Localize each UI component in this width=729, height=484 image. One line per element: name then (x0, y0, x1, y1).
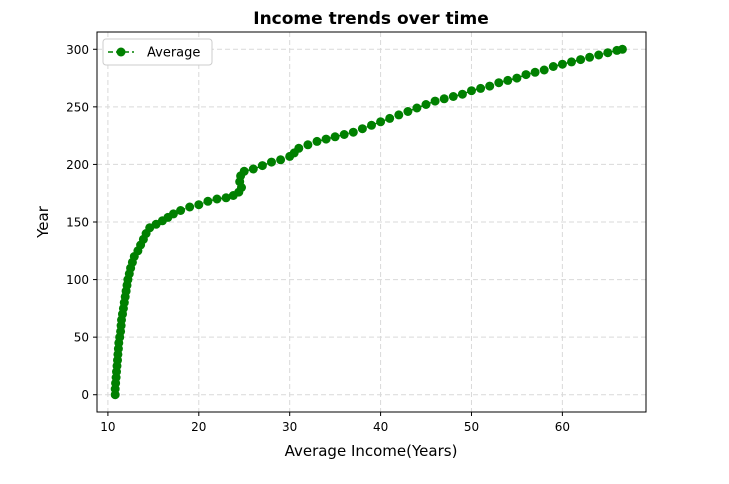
data-point (503, 75, 513, 85)
data-point (512, 73, 522, 83)
data-point (221, 193, 231, 203)
data-point (457, 89, 467, 99)
data-point (168, 209, 178, 219)
data-point (212, 194, 222, 204)
data-point (594, 50, 604, 60)
data-point (203, 196, 213, 206)
y-tick-label: 250 (66, 100, 89, 114)
data-point (494, 78, 504, 88)
data-point (530, 67, 540, 77)
data-point (412, 103, 422, 113)
x-tick-label: 50 (464, 420, 479, 434)
data-point (521, 70, 531, 80)
data-point (348, 127, 358, 137)
data-point (248, 164, 258, 174)
data-point (448, 92, 458, 101)
data-point (385, 113, 395, 123)
data-point (394, 110, 404, 120)
data-point (467, 86, 476, 96)
grid (97, 32, 646, 412)
data-point (303, 140, 313, 150)
legend-box (102, 38, 213, 66)
data-point (585, 52, 595, 62)
x-axis-label: Average Income(Years) (285, 442, 458, 460)
data-point (567, 57, 576, 67)
y-axis-label: Year (34, 205, 52, 239)
y-tick-label: 0 (81, 388, 89, 402)
data-point (439, 94, 449, 104)
legend: Average (102, 38, 213, 66)
x-tick-label: 20 (191, 420, 206, 434)
data-point (376, 117, 386, 127)
series-layer (110, 44, 627, 400)
data-point (403, 107, 413, 116)
data-point (548, 62, 558, 71)
data-point (330, 132, 340, 142)
data-point (421, 100, 431, 109)
y-tick-label: 200 (66, 158, 89, 172)
x-axis: 10 20 30 40 50 60 (100, 412, 570, 434)
data-point (357, 124, 367, 134)
data-point (476, 83, 486, 93)
data-point (485, 81, 495, 91)
x-tick-label: 60 (555, 420, 570, 434)
legend-marker (116, 47, 126, 57)
data-point (557, 59, 567, 69)
data-point (339, 130, 349, 139)
data-point (603, 48, 613, 58)
legend-label: Average (147, 46, 200, 61)
data-point (194, 200, 204, 210)
data-point (321, 134, 331, 144)
x-tick-label: 40 (373, 420, 388, 434)
data-point (176, 206, 186, 215)
data-point (430, 96, 440, 106)
x-tick-label: 30 (282, 420, 297, 434)
y-tick-label: 150 (66, 216, 89, 230)
data-point (576, 55, 586, 65)
data-point (294, 143, 304, 153)
data-point (367, 120, 376, 130)
x-tick-label: 10 (100, 420, 115, 434)
data-point (276, 155, 286, 165)
data-point (185, 202, 195, 212)
chart-title: Income trends over time (253, 9, 489, 29)
data-point (267, 157, 276, 167)
data-point (257, 161, 267, 171)
data-point (312, 136, 322, 146)
data-point (617, 44, 627, 54)
data-point (239, 166, 249, 176)
y-tick-label: 300 (66, 43, 89, 57)
y-tick-label: 50 (74, 331, 89, 345)
y-axis: 0 50 100 150 200 250 300 (66, 43, 97, 402)
data-point (539, 65, 549, 75)
y-tick-label: 100 (66, 273, 89, 287)
